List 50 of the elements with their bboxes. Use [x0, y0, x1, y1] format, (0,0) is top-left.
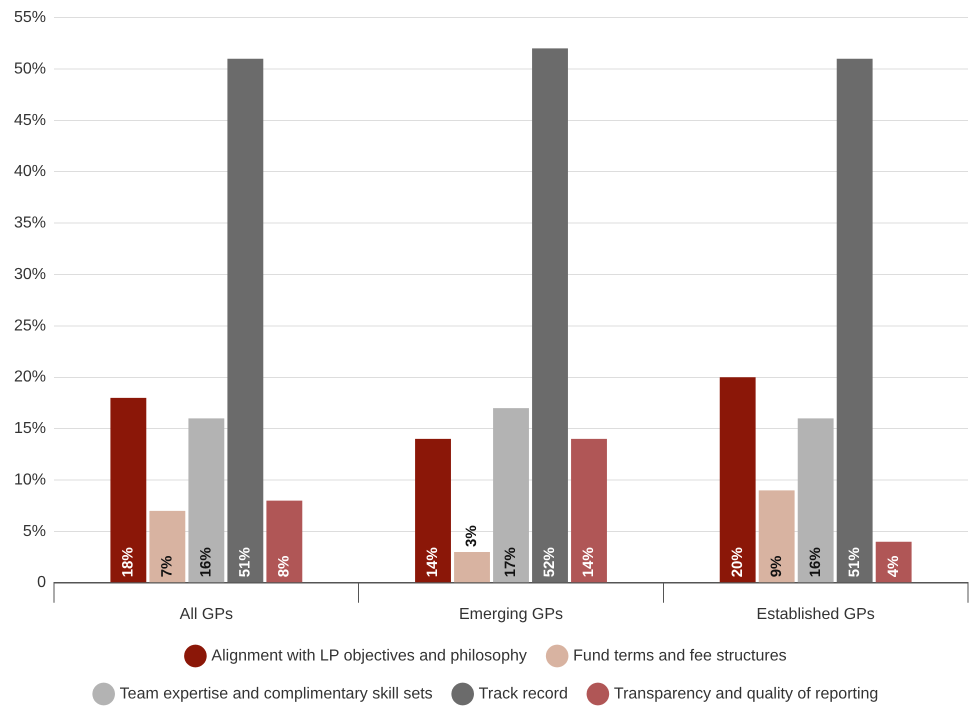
- data-label: 8%: [275, 556, 292, 578]
- y-tick-label: 35%: [14, 214, 46, 232]
- bar: [532, 48, 568, 582]
- data-label: 4%: [884, 556, 902, 578]
- y-tick-label: 15%: [14, 420, 46, 438]
- data-label: 18%: [120, 547, 136, 578]
- y-tick-label: 55%: [14, 9, 46, 26]
- x-tick-label: All GPs: [180, 606, 234, 623]
- data-label: 14%: [424, 547, 442, 578]
- data-label: 14%: [580, 547, 598, 578]
- y-tick-label: 0: [37, 574, 46, 592]
- legend-label: Team expertise and complimentary skill sets: [120, 685, 433, 702]
- bar: [720, 377, 756, 582]
- bar: [188, 418, 224, 582]
- legend-label: Fund terms and fee structures: [573, 647, 787, 664]
- y-tick-label: 20%: [14, 368, 46, 386]
- bar: [454, 552, 490, 582]
- data-label: 7%: [158, 556, 176, 578]
- bar: [493, 408, 529, 582]
- y-tick-label: 5%: [22, 522, 46, 540]
- y-tick-label: 10%: [14, 471, 46, 488]
- data-label: 20%: [728, 547, 746, 578]
- bar: [836, 58, 873, 582]
- y-tick-label: 40%: [14, 163, 46, 180]
- data-label: 9%: [768, 556, 785, 578]
- data-label: 16%: [806, 547, 824, 578]
- bar: [798, 418, 834, 582]
- y-tick-label: 25%: [14, 317, 46, 334]
- x-tick-label: Established GPs: [756, 606, 875, 623]
- bar: [227, 58, 264, 582]
- data-label: 17%: [502, 547, 520, 578]
- bar: [266, 500, 302, 582]
- y-tick-label: 50%: [14, 60, 46, 78]
- bar: [571, 438, 607, 582]
- data-label: 16%: [197, 547, 214, 578]
- data-label: 3%: [463, 525, 480, 547]
- y-tick-label: 45%: [14, 112, 46, 129]
- data-label: 51%: [236, 547, 254, 578]
- bar: [758, 490, 795, 582]
- bar: [110, 398, 146, 582]
- legend-label: Track record: [478, 685, 568, 702]
- y-tick-label: 30%: [14, 266, 46, 283]
- bar: [415, 438, 451, 582]
- legend-label: Alignment with LP objectives and philosophy: [211, 647, 527, 664]
- data-label: 52%: [541, 547, 558, 578]
- x-tick-label: Emerging GPs: [458, 606, 564, 623]
- bar: [876, 542, 912, 582]
- data-label: 51%: [846, 547, 863, 578]
- bar: [149, 510, 186, 582]
- legend-label: Transparency and quality of reporting: [614, 685, 878, 702]
